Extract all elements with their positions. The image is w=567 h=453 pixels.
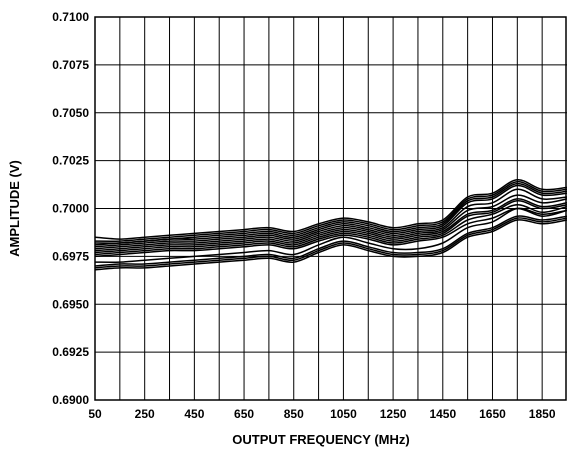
x-axis-title: OUTPUT FREQUENCY (MHz) [232, 432, 409, 447]
amplitude-trace-7 [94, 198, 567, 252]
amplitude-trace-5 [94, 200, 567, 254]
y-tick-label: 0.7100 [52, 10, 89, 24]
y-tick-label: 0.7025 [52, 154, 89, 168]
amplitude-trace-1 [94, 215, 567, 267]
y-axis-title: AMPLITUDE (V) [7, 160, 22, 257]
amplitude-trace-3 [94, 219, 567, 271]
x-tick-label: 50 [88, 407, 102, 421]
amplitude-trace-8 [94, 188, 567, 248]
x-tick-label: 450 [184, 407, 204, 421]
x-tick-label: 250 [135, 407, 155, 421]
x-tick-label: 1250 [380, 407, 407, 421]
amplitude-trace-10 [94, 182, 567, 244]
y-tick-label: 0.7075 [52, 58, 89, 72]
y-tick-label: 0.7050 [52, 106, 89, 120]
y-tick-label: 0.7000 [52, 202, 89, 216]
amplitude-trace-2 [94, 217, 567, 269]
y-tick-label: 0.6925 [52, 345, 89, 359]
amplitude-trace-4 [94, 207, 567, 263]
y-tick-label: 0.6975 [52, 249, 89, 263]
amplitude-trace-11 [94, 180, 567, 242]
amplitude-trace-6 [94, 194, 567, 250]
x-axis-tick-labels: 50 250 450 650 850 1050 1250 1450 1650 1850 [88, 407, 556, 421]
y-tick-label: 0.6950 [52, 297, 89, 311]
amplitude-trace-12 [94, 203, 567, 256]
x-tick-label: 1050 [330, 407, 357, 421]
x-tick-label: 1650 [479, 407, 506, 421]
x-tick-label: 1850 [529, 407, 556, 421]
plot-frame [94, 16, 567, 401]
x-tick-label: 650 [234, 407, 254, 421]
traces [94, 179, 567, 271]
amplitude-trace-13 [94, 207, 567, 258]
y-tick-label: 0.6900 [52, 393, 89, 407]
x-tick-label: 850 [284, 407, 304, 421]
x-tick-label: 1450 [429, 407, 456, 421]
amplitude-trace-14 [94, 179, 567, 240]
y-axis-tick-labels: 0.6900 0.6925 0.6950 0.6975 0.7000 0.7025 0.70… [52, 10, 89, 407]
